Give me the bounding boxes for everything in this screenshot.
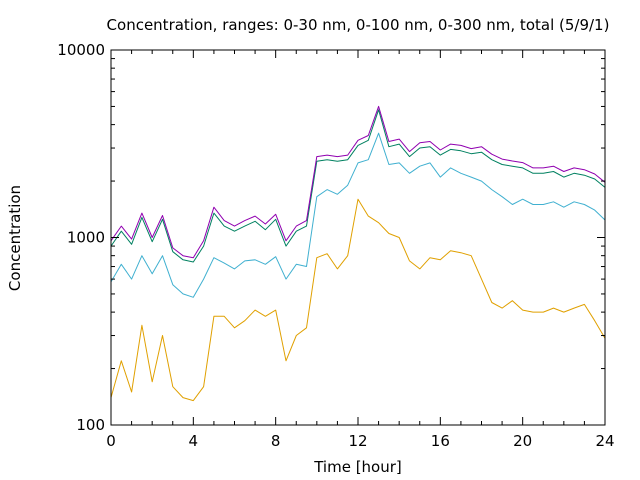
series-line-2 xyxy=(110,132,606,298)
y-axis-label: Concentration xyxy=(6,185,24,291)
x-tick-label: 24 xyxy=(595,432,614,450)
y-tick-label: 1000 xyxy=(67,229,105,247)
tick-layer: 0 4 8 12 16 20 24 100 1000 10000 xyxy=(57,41,614,450)
y-tick-label: 10000 xyxy=(57,41,105,59)
series-line-3 xyxy=(110,109,606,263)
x-tick-label: 16 xyxy=(431,432,450,450)
chart-title: Concentration, ranges: 0-30 nm, 0-100 nm… xyxy=(107,16,610,34)
x-tick-label: 12 xyxy=(348,432,367,450)
y-tick-label: 100 xyxy=(76,416,105,434)
x-tick-label: 4 xyxy=(189,432,199,450)
x-tick-label: 8 xyxy=(271,432,281,450)
x-tick-label: 20 xyxy=(513,432,532,450)
series-line-1 xyxy=(110,198,606,402)
x-tick-label: 0 xyxy=(106,432,116,450)
plot-frame xyxy=(110,49,606,426)
series-layer xyxy=(110,105,606,402)
x-axis-label: Time [hour] xyxy=(313,458,402,476)
series-line-4 xyxy=(110,105,606,259)
